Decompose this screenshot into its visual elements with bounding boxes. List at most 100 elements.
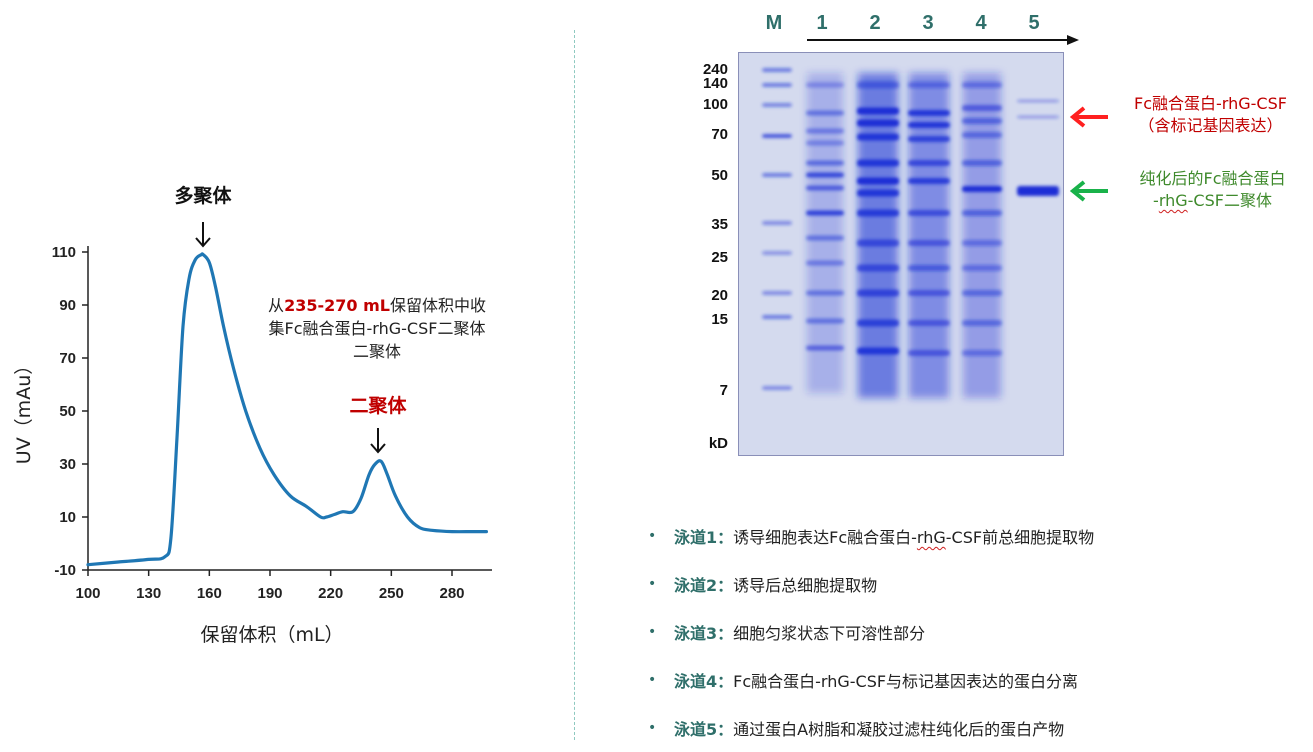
gel-band (806, 160, 844, 166)
gel-band (806, 128, 844, 134)
lane-header-3: 3 (922, 12, 934, 34)
gel-band (962, 118, 1002, 124)
gel-band (806, 235, 844, 241)
x-tick-label: 280 (439, 585, 464, 602)
annotation-green-line-1: 纯化后的Fc融合蛋白 (1139, 169, 1286, 188)
gel-band-faint (1017, 99, 1059, 103)
marker-band (762, 386, 792, 390)
collection-note: 从235-270 mL保留体积中收集Fc融合蛋白-rhG-CSF二聚体二聚体 (262, 294, 492, 363)
annotation-green-suffix: -CSF二聚体 (1187, 191, 1272, 210)
legend-lane-name: 泳道3： (674, 624, 734, 643)
gel-band (962, 82, 1002, 88)
mw-label-140: 140 (702, 75, 728, 92)
legend-lane-desc: Fc融合蛋白-rhG-CSF与标记基因表达的蛋白分离 (733, 672, 1079, 691)
gel-band (806, 345, 844, 351)
x-tick-label: 100 (75, 585, 100, 602)
bullet-icon: • (648, 528, 657, 544)
marker-band (762, 103, 792, 107)
series-line-uv (86, 252, 488, 567)
gel-band (962, 320, 1002, 326)
gel-band (962, 265, 1002, 271)
sec-chromatogram: -10 10 30 50 70 90 110 100 130 160 190 220 250 280 U… (13, 184, 492, 646)
y-axis-title: UV（mAu） (13, 356, 35, 464)
x-tick-label: 190 (257, 585, 282, 602)
gel-band (857, 81, 899, 89)
mw-label-100: 100 (702, 96, 728, 113)
lane-header-5: 5 (1028, 12, 1040, 34)
x-tick-label: 130 (136, 585, 161, 602)
x-ticks: 100 130 160 190 220 250 280 (75, 570, 465, 602)
marker-band (762, 291, 792, 295)
legend-lane-desc: 细胞匀浆状态下可溶性部分 (733, 624, 926, 643)
mw-label-240: 240 (702, 61, 728, 78)
note-part-1: 从 (268, 296, 285, 315)
legend-lane-desc: 诱导后总细胞提取物 (733, 576, 878, 595)
gel-band (962, 240, 1002, 246)
gel-band (857, 347, 899, 355)
gel-image (739, 53, 1063, 455)
annotation-red-line-1: Fc融合蛋白-rhG-CSF (1134, 94, 1287, 113)
arrow-down-icon (195, 222, 211, 248)
annotation-red-line-2: （含标记基因表达） (1138, 116, 1283, 135)
bullet-icon: • (648, 576, 657, 592)
red-arrow-icon (1069, 106, 1108, 128)
lane-header-4: 4 (975, 12, 987, 34)
y-tick-label: -10 (54, 562, 76, 579)
marker-band (762, 251, 792, 255)
note-highlight-range: 235-270 mL (284, 296, 390, 315)
gel-band (908, 122, 950, 128)
mw-label-25: 25 (711, 249, 728, 266)
lane-legend: • 泳道1： 诱导细胞表达Fc融合蛋白-rhG-CSF前总细胞提取物 • 泳道2… (648, 512, 1298, 752)
bullet-icon: • (648, 720, 657, 736)
gel-band (857, 189, 899, 197)
legend-lane-name: 泳道2： (674, 576, 734, 595)
gel-band (857, 177, 899, 185)
mw-label-7: 7 (719, 382, 728, 399)
annotation-multimer: 多聚体 (174, 184, 232, 207)
bullet-icon: • (648, 624, 657, 640)
annotation-green-squiggle: rhG (1158, 191, 1188, 210)
gel-band (806, 172, 844, 178)
panel-divider (574, 30, 575, 740)
y-tick-label: 50 (59, 403, 76, 420)
gel-band (908, 110, 950, 116)
sds-page-gel (738, 52, 1064, 456)
mw-label-20: 20 (711, 287, 728, 304)
x-axis-title: 保留体积（mL） (200, 624, 343, 646)
green-arrow-icon (1069, 180, 1108, 202)
legend-lane-name: 泳道4： (674, 672, 734, 691)
gel-band (806, 82, 844, 88)
gel-band (962, 290, 1002, 296)
x-tick-label: 160 (197, 585, 222, 602)
chart-axes (87, 246, 492, 571)
x-tick-label: 220 (318, 585, 343, 602)
x-tick-label: 250 (379, 585, 404, 602)
legend-item: • 泳道2： 诱导后总细胞提取物 (648, 560, 1298, 608)
legend-item: • 泳道5： 通过蛋白A树脂和凝胶过滤柱纯化后的蛋白产物 (648, 704, 1298, 752)
legend-item: • 泳道4： Fc融合蛋白-rhG-CSF与标记基因表达的蛋白分离 (648, 656, 1298, 704)
annotation-green-line-2: -rhG-CSF二聚体 (1110, 190, 1313, 212)
gel-band (908, 290, 950, 296)
gel-band (857, 289, 899, 297)
marker-band (762, 83, 792, 87)
gel-band (857, 264, 899, 272)
gel-band (962, 105, 1002, 111)
y-tick-label: 10 (59, 509, 76, 526)
marker-band (762, 221, 792, 225)
gel-band (857, 239, 899, 247)
arrow-down-icon (370, 428, 386, 454)
gel-band (857, 133, 899, 141)
gel-band (806, 260, 844, 266)
gel-smear (909, 73, 949, 398)
annotation-green-prefix: - (1153, 191, 1159, 210)
y-ticks: -10 10 30 50 70 90 110 (52, 244, 88, 579)
gel-band (908, 136, 950, 142)
gel-band (908, 160, 950, 166)
mw-label-kd: kD (708, 435, 728, 452)
gel-band (857, 319, 899, 327)
gel-band (908, 210, 950, 216)
lane-header-2: 2 (869, 12, 881, 34)
gel-band (857, 209, 899, 217)
gel-band (962, 210, 1002, 216)
legend-item: • 泳道1： 诱导细胞表达Fc融合蛋白-rhG-CSF前总细胞提取物 (648, 512, 1298, 560)
